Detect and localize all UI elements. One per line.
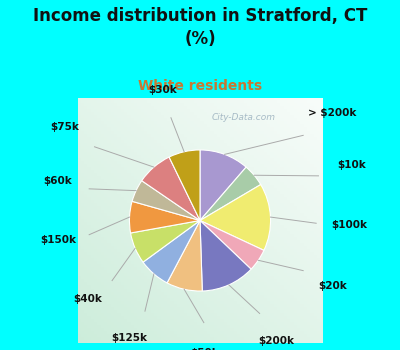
Text: $60k: $60k (44, 176, 72, 186)
Text: $125k: $125k (112, 333, 148, 343)
Wedge shape (130, 201, 200, 233)
Text: $200k: $200k (258, 336, 294, 346)
Text: $10k: $10k (338, 160, 366, 170)
Text: > $200k: > $200k (308, 108, 356, 118)
Text: $20k: $20k (318, 281, 347, 291)
Wedge shape (200, 167, 261, 220)
Text: $50k: $50k (190, 348, 219, 350)
Text: City-Data.com: City-Data.com (212, 113, 276, 122)
Text: Income distribution in Stratford, CT
(%): Income distribution in Stratford, CT (%) (33, 7, 367, 48)
Text: $75k: $75k (50, 122, 79, 132)
Wedge shape (200, 220, 251, 291)
Wedge shape (200, 150, 246, 220)
Text: $30k: $30k (148, 85, 177, 95)
Wedge shape (132, 181, 200, 220)
Wedge shape (142, 157, 200, 220)
Wedge shape (200, 184, 270, 250)
Text: $150k: $150k (40, 235, 76, 245)
Wedge shape (169, 150, 200, 220)
Wedge shape (143, 220, 200, 283)
Wedge shape (200, 220, 264, 269)
Wedge shape (167, 220, 202, 291)
Text: $100k: $100k (331, 220, 367, 230)
Wedge shape (130, 220, 200, 262)
Text: White residents: White residents (138, 79, 262, 93)
Text: $40k: $40k (73, 294, 102, 304)
